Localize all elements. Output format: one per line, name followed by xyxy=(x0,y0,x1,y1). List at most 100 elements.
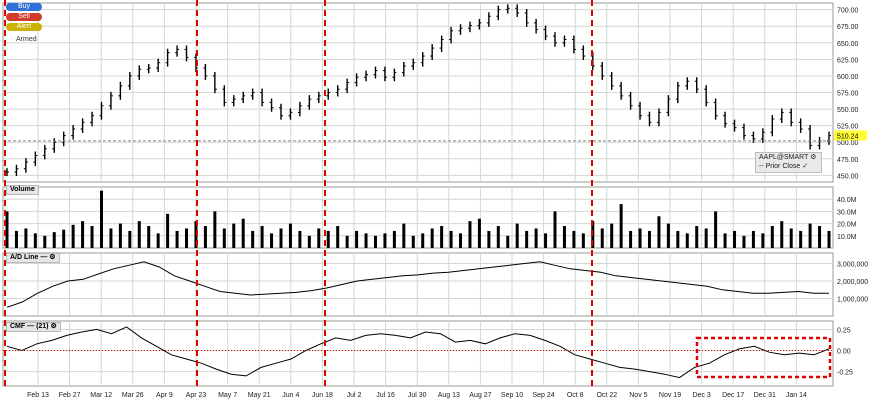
volume-axis: 40.0M 30.0M 20.0M 10.0M xyxy=(837,197,857,241)
price-bar xyxy=(354,73,359,87)
price-bar xyxy=(515,4,520,17)
volume-bar xyxy=(213,211,217,248)
price-bar xyxy=(685,77,690,90)
volume-bar xyxy=(109,228,113,248)
date-tick-label: Jul 16 xyxy=(376,392,395,399)
volume-bar xyxy=(147,226,151,248)
volume-bar xyxy=(799,230,803,248)
date-tick-label: Oct 22 xyxy=(596,392,617,399)
volume-bar xyxy=(118,223,122,248)
volume-bar xyxy=(364,233,368,248)
volume-bar xyxy=(402,223,406,248)
volume-bar xyxy=(553,211,557,248)
volume-bar xyxy=(525,230,529,248)
price-bar xyxy=(373,66,378,79)
date-tick-label: Sep 10 xyxy=(501,392,523,399)
volume-bar xyxy=(270,233,274,248)
price-bar xyxy=(156,58,161,72)
volume-bar xyxy=(430,228,434,248)
volume-bar xyxy=(336,226,340,248)
ad-line-axis: 3,000,000 2,000,000 1,000,000 xyxy=(837,262,868,304)
price-bar xyxy=(467,21,472,33)
price-bar xyxy=(193,53,198,72)
volume-bar xyxy=(33,233,37,248)
gear-icon[interactable]: ⚙ xyxy=(50,323,57,330)
date-tick-label: May 7 xyxy=(218,392,237,399)
volume-bar xyxy=(260,226,264,248)
price-bar xyxy=(543,25,548,41)
volume-bar xyxy=(71,224,75,248)
date-tick-label: Apr 23 xyxy=(186,392,207,399)
price-tick-label: 500.00 xyxy=(837,140,859,147)
price-bar xyxy=(316,91,321,104)
price-bar xyxy=(118,81,123,100)
price-bar xyxy=(250,88,255,100)
price-bar xyxy=(656,108,661,127)
ad-line-series xyxy=(6,261,829,308)
price-bar xyxy=(165,48,170,67)
price-bar xyxy=(231,95,236,107)
price-bar xyxy=(146,63,151,74)
price-bar xyxy=(326,88,331,100)
volume-series xyxy=(5,190,831,248)
volume-bar xyxy=(203,226,207,248)
volume-bar xyxy=(241,218,245,248)
price-bar xyxy=(524,8,529,27)
price-bar xyxy=(562,35,567,47)
price-bar xyxy=(382,66,387,82)
date-tick-label: Aug 13 xyxy=(438,392,460,399)
price-bar xyxy=(808,124,813,150)
price-bar xyxy=(647,111,652,127)
volume-bar xyxy=(222,228,226,248)
cmf-line-path xyxy=(6,326,830,379)
check-icon[interactable]: ✓ xyxy=(802,163,809,170)
buy-button[interactable]: Buy xyxy=(6,3,42,11)
volume-bar xyxy=(780,221,784,248)
price-bar xyxy=(212,71,217,94)
price-tick-label: 550.00 xyxy=(837,107,859,114)
date-tick-label: Dec 31 xyxy=(754,392,776,399)
price-bar xyxy=(420,52,425,67)
volume-bar xyxy=(534,228,538,248)
alert-button[interactable]: Alert xyxy=(6,23,42,31)
date-tick-label: Aug 27 xyxy=(469,392,491,399)
last-price-label: 510.24 xyxy=(837,133,859,140)
date-tick-label: Jul 30 xyxy=(408,392,427,399)
price-bar xyxy=(392,68,397,82)
volume-bar xyxy=(449,230,453,248)
price-bar xyxy=(279,103,283,120)
volume-bar xyxy=(99,190,103,248)
gear-icon[interactable]: ⚙ xyxy=(49,254,56,261)
price-bar xyxy=(137,65,142,80)
date-tick-label: Apr 9 xyxy=(156,392,173,399)
volume-bar xyxy=(317,228,321,248)
volume-pane-label: Volume xyxy=(6,185,39,195)
volume-bar xyxy=(761,233,765,248)
price-bar xyxy=(90,111,95,127)
volume-bar xyxy=(600,228,604,248)
price-bar xyxy=(14,164,19,177)
price-bar xyxy=(638,101,643,120)
date-tick-label: Dec 17 xyxy=(722,392,744,399)
volume-bar xyxy=(298,230,302,248)
volume-bar xyxy=(355,230,359,248)
date-tick-label: Jan 14 xyxy=(786,392,807,399)
volume-bar xyxy=(496,226,500,248)
sell-button[interactable]: Sell xyxy=(6,13,42,21)
event-markers xyxy=(4,0,832,390)
price-bar xyxy=(694,77,699,94)
price-bar xyxy=(364,70,369,82)
volume-bar xyxy=(685,233,689,248)
volume-bar xyxy=(544,233,548,248)
chart-legend[interactable]: AAPL@SMART ⚙ -- Prior Close ✓ xyxy=(755,152,822,173)
price-bar xyxy=(439,35,444,53)
ad-tick-label: 3,000,000 xyxy=(837,262,868,269)
armed-status: Armed xyxy=(16,36,37,43)
price-bar xyxy=(486,12,491,27)
grid xyxy=(2,2,834,387)
cmf-series xyxy=(6,326,830,379)
gear-icon[interactable]: ⚙ xyxy=(810,154,817,161)
date-tick-label: Jun 18 xyxy=(312,392,333,399)
price-bar xyxy=(458,24,463,35)
volume-bar xyxy=(789,228,793,248)
